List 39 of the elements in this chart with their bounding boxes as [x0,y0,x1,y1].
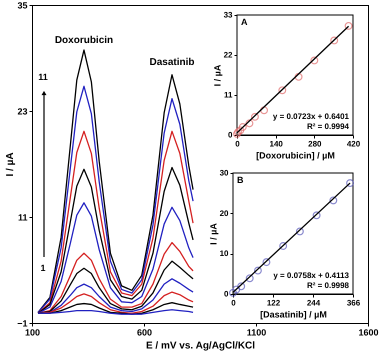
x-tick-label: 1600 [358,328,379,338]
x-axis-title: [Dasatinib] / µM [260,310,327,320]
y-tick-label: 11 [18,212,28,222]
y-tick-label: 0 [228,130,234,140]
annotation: 1 [40,263,46,273]
y-tick-label: 33 [224,10,234,20]
y-tick-label: 11 [224,90,234,100]
chart-title: A [241,17,248,27]
y-axis-title: I / µA [208,222,219,245]
y-tick-label: 20 [220,208,230,218]
y-tick-label: −1 [17,318,28,328]
y-tick-label: 10 [220,249,230,258]
x-tick-label: 600 [136,328,152,338]
y-tick-label: 0 [224,290,230,298]
annotation: R² = 0.9994 [306,122,350,131]
x-tick-label: 100 [24,328,40,338]
y-axis-title: I / µA [5,152,16,177]
annotation: y = 0.0758x + 0.4113 [273,271,350,280]
annotation: 11 [38,72,48,82]
annotation: y = 0.0723x + 0.6401 [272,112,350,121]
x-tick-label: 140 [269,140,284,148]
x-tick-label: 366 [346,298,361,308]
annotation: R² = 0.9998 [306,281,350,290]
x-tick-label: 122 [266,298,281,308]
x-tick-label: 420 [346,140,361,148]
y-axis-title: I / µA [212,64,223,86]
x-tick-label: 1100 [246,328,266,338]
y-tick-label: 30 [220,168,230,178]
y-tick-label: 22 [224,50,234,60]
x-tick-label: 280 [308,140,322,148]
annotation: Doxorubicin [54,35,114,46]
x-axis-title: [Doxorubicin] / µM [256,150,335,160]
x-axis-title: E / mV vs. Ag/AgCl/KCl [146,340,256,352]
y-tick-label: 23 [17,106,28,116]
annotation: Dasatinib [149,57,195,68]
chart-title: B [237,175,244,185]
x-tick-label: 244 [306,298,321,308]
y-tick-label: 35 [17,0,28,10]
x-tick-label: 0 [235,140,240,148]
